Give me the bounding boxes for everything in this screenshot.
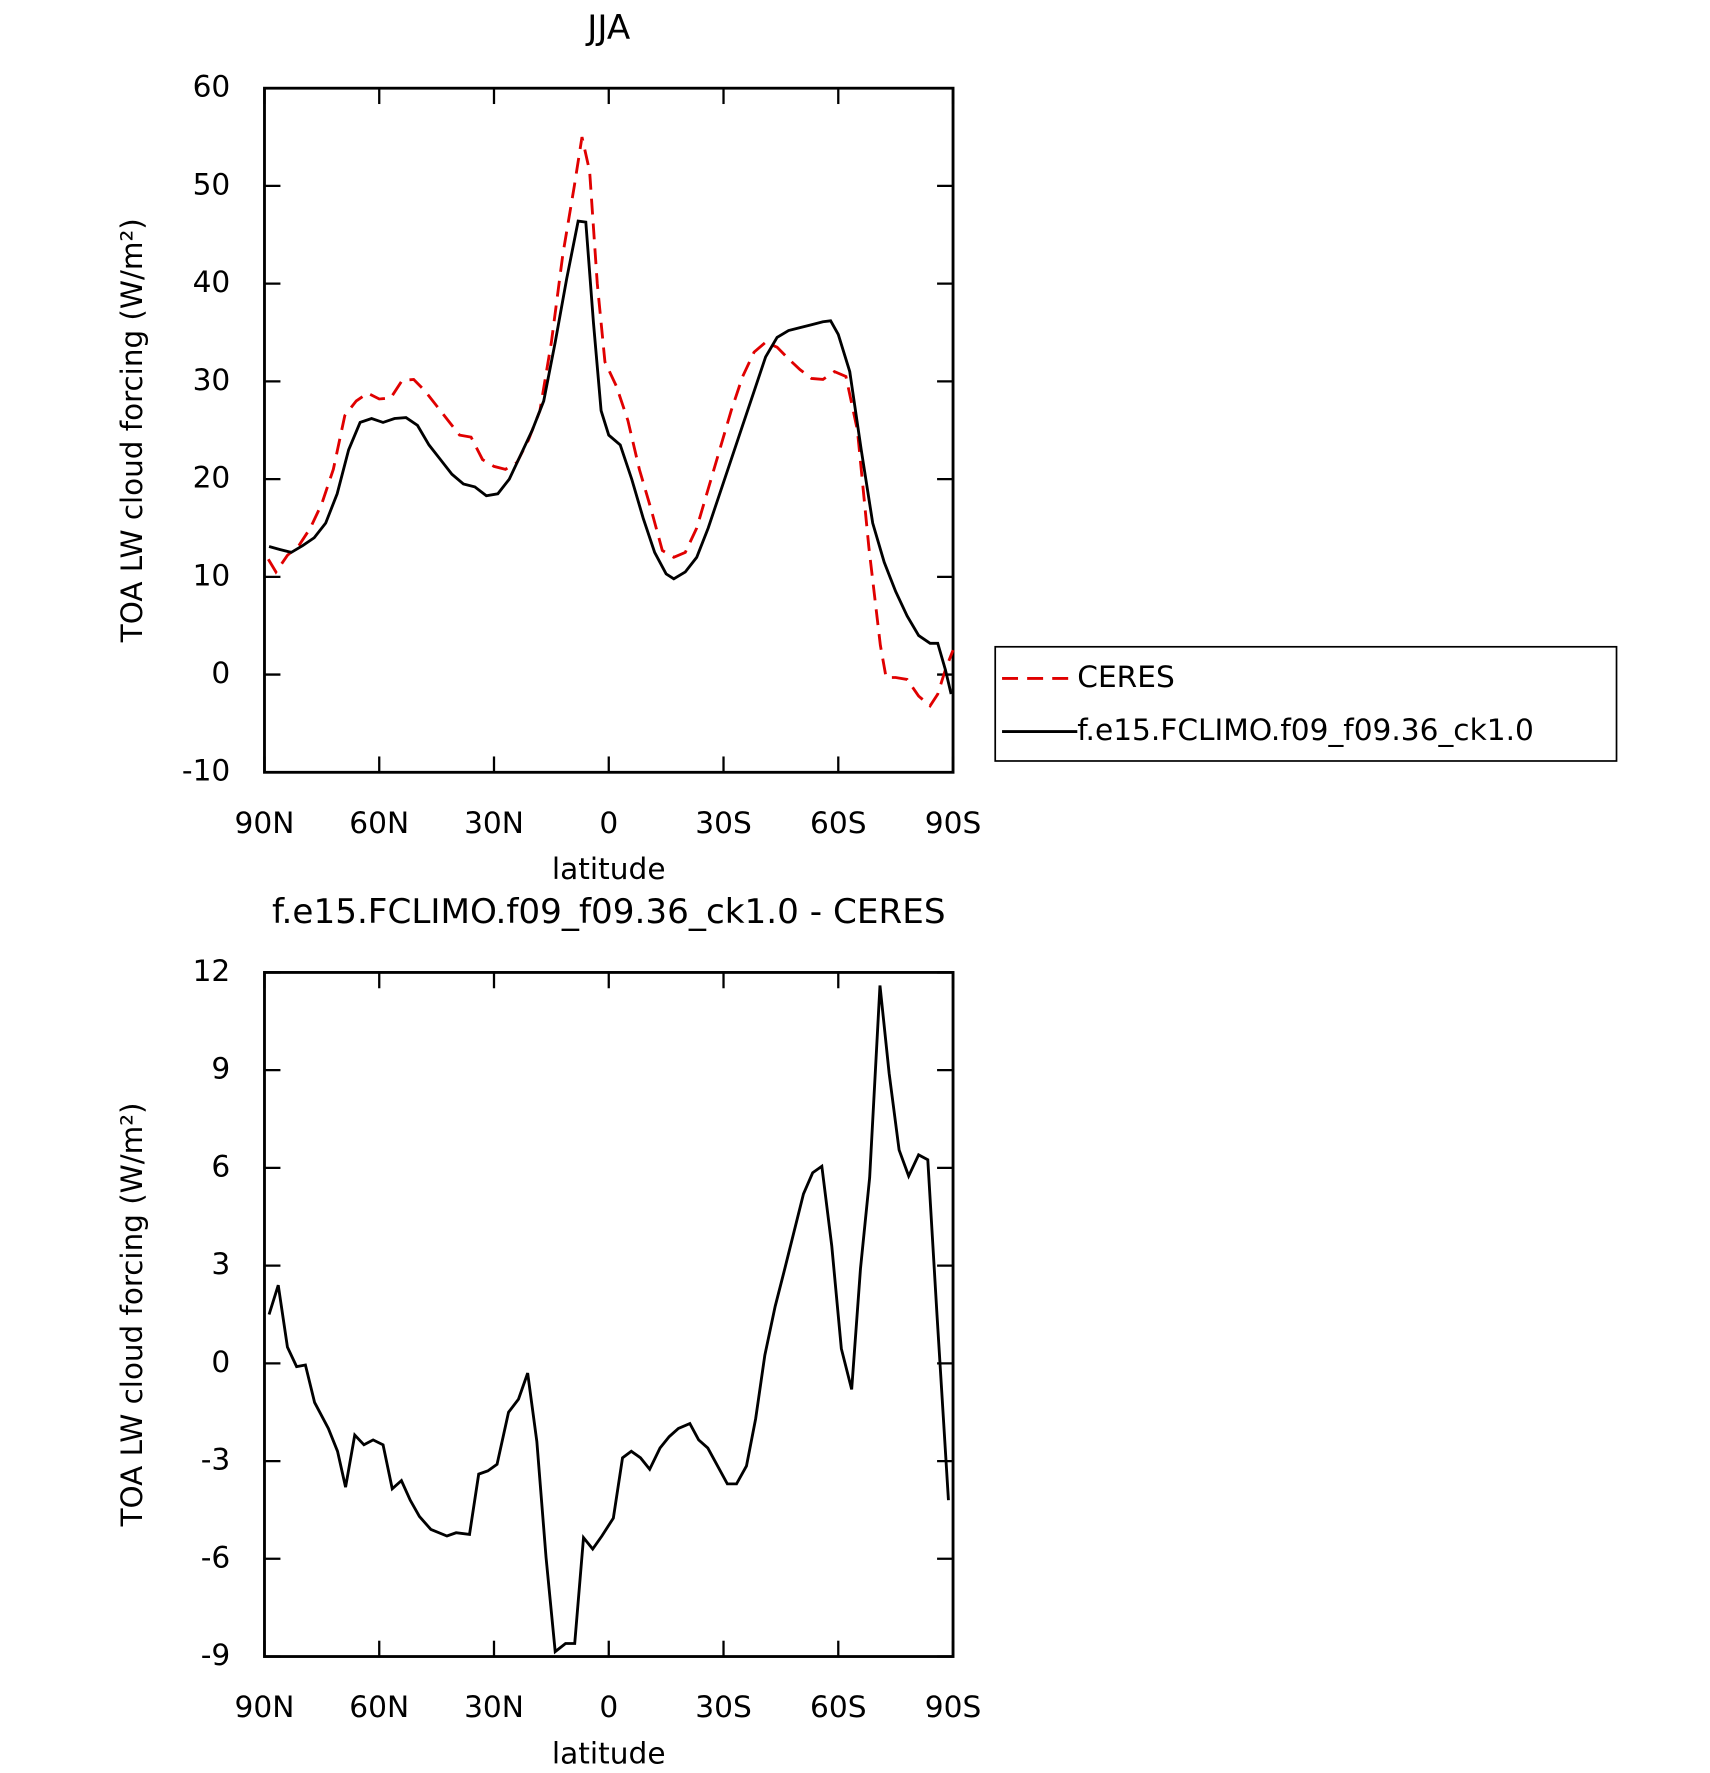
y-tick-label: 60: [193, 70, 231, 104]
legend-label: f.e15.FCLIMO.f09_f09.36_ck1.0: [1077, 713, 1534, 747]
x-tick-label: 60S: [810, 1690, 866, 1724]
x-tick-label: 90S: [925, 806, 981, 840]
plot-frame: [263, 971, 955, 1658]
y-tick-label: 6: [211, 1149, 230, 1183]
y-tick-label: 20: [193, 461, 231, 495]
data-line: [267, 985, 950, 1655]
y-tick-label: 50: [193, 168, 231, 202]
x-axis-label: latitude: [552, 1736, 666, 1770]
y-axis-label: TOA LW cloud forcing (W/m²): [115, 1103, 149, 1528]
y-tick-label: 0: [211, 656, 230, 690]
x-tick-label: 30N: [464, 1690, 524, 1724]
y-tick-label: 3: [211, 1247, 230, 1281]
y-tick-label: 12: [193, 954, 231, 988]
x-tick-label: 30N: [464, 806, 524, 840]
chart-title: f.e15.FCLIMO.f09_f09.36_ck1.0 - CERES: [272, 892, 946, 932]
x-tick-label: 30S: [695, 1690, 751, 1724]
y-tick-label: -9: [201, 1638, 231, 1672]
x-tick-label: 90N: [235, 1690, 295, 1724]
x-tick-label: 90N: [235, 806, 295, 840]
y-tick-label: -10: [182, 754, 230, 788]
data-line: [268, 219, 953, 695]
plot-frame: [263, 86, 955, 774]
y-tick-label: 10: [193, 558, 231, 592]
x-tick-label: 60S: [810, 806, 866, 840]
y-axis-label: TOA LW cloud forcing (W/m²): [115, 218, 149, 643]
y-tick-label: 40: [193, 265, 231, 299]
x-axis-label: latitude: [552, 852, 666, 886]
chart-title: JJA: [585, 8, 631, 48]
y-tick-label: 9: [211, 1052, 230, 1086]
x-tick-label: 30S: [695, 806, 751, 840]
legend-label: CERES: [1077, 660, 1175, 694]
y-tick-label: 30: [193, 363, 231, 397]
x-tick-label: 60N: [349, 806, 409, 840]
y-tick-label: -6: [201, 1540, 231, 1574]
y-tick-label: -3: [201, 1443, 231, 1477]
x-tick-label: 60N: [349, 1690, 409, 1724]
y-tick-label: 0: [211, 1345, 230, 1379]
x-tick-label: 0: [599, 1690, 618, 1724]
x-tick-label: 90S: [925, 1690, 981, 1724]
data-line: [267, 136, 955, 708]
x-tick-label: 0: [599, 806, 618, 840]
legend-box: [994, 645, 1618, 762]
